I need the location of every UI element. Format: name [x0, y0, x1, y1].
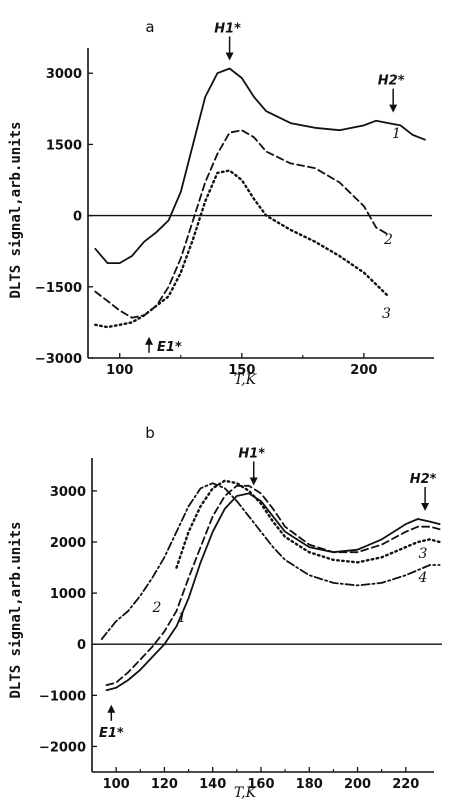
x-axis-label-a: T,K [234, 372, 258, 388]
series-line-a-3 [94, 169, 390, 329]
series-group-b: 12 3 4 [100, 479, 441, 692]
x-axis-label-b: T,K [234, 785, 258, 801]
x-tick-label: 200 [350, 363, 377, 378]
y-tick-label: 0 [73, 210, 82, 225]
panel-a-label: a [145, 18, 154, 36]
series-line-b-3 [175, 479, 441, 569]
series-label-a-1: 1 [392, 126, 401, 142]
x-tick-label: 100 [106, 363, 133, 378]
y-tick-label: −1500 [35, 281, 82, 296]
series-group-a: 1 2 3 [94, 67, 426, 329]
x-tick-label: 140 [199, 777, 226, 792]
x-tick-label: 160 [247, 777, 274, 792]
series-label-a-3: 3 [382, 306, 391, 322]
panel-b-label: b [145, 424, 155, 442]
series-label-b-2: 2 [152, 600, 162, 616]
series-label-b-1: 1 [178, 610, 187, 626]
peak-arrow-head [249, 477, 258, 486]
peak-label: E1* [157, 340, 182, 355]
y-axis-label-a: DLTS signal,arb.units [8, 121, 24, 298]
y-tick-label: 1500 [46, 138, 82, 153]
peak-label: E1* [99, 726, 124, 741]
annotations-b: H1* H2* E1* [99, 446, 437, 740]
peak-arrow-head [421, 503, 430, 511]
x-tick-label: 200 [344, 777, 371, 792]
series-label-b-4: 4 [418, 570, 428, 586]
peak-arrow-head [389, 104, 398, 113]
y-tick-label: −2000 [39, 740, 86, 755]
peak-label: H1* [238, 446, 265, 461]
y-tick-label: 3000 [46, 67, 82, 82]
y-tick-label: 1000 [50, 587, 86, 602]
x-tick-label: 220 [392, 777, 419, 792]
peak-arrow-head [225, 52, 234, 61]
chart-panel-b: b 3000 2000 1000 0 −1000 −2000 100 120 140 160 180… [8, 424, 442, 801]
series-line-a-1 [94, 67, 426, 264]
y-tick-label: −1000 [39, 689, 86, 704]
axes-a: 3000 1500 0 −1500 −3000 100 150 200 [35, 48, 434, 378]
x-tick-label: 100 [103, 777, 130, 792]
x-tick-label: 180 [296, 777, 323, 792]
series-line-b-2 [105, 484, 441, 686]
y-tick-label: 2000 [50, 536, 86, 551]
x-tick-label: 150 [228, 363, 255, 378]
series-label-a-2: 2 [383, 232, 393, 248]
y-tick-label: 0 [77, 638, 86, 653]
y-tick-label: −3000 [35, 352, 82, 367]
peak-label: H2* [410, 472, 437, 487]
peak-label: H2* [378, 74, 405, 89]
y-tick-label: 3000 [50, 485, 86, 500]
y-axis-label-b: DLTS signal,arb.units [8, 521, 24, 698]
series-line-b-1 [105, 492, 441, 692]
series-label-b-3: 3 [419, 546, 428, 562]
axes-b: 3000 2000 1000 0 −1000 −2000 100 120 140 160 180 20… [39, 458, 442, 792]
annotations-a: H1* H2* E1* [145, 21, 405, 355]
series-line-b-4 [100, 482, 441, 640]
peak-label: H1* [214, 21, 241, 36]
series-line-a-2 [94, 129, 390, 319]
peak-arrow-head [145, 336, 154, 345]
x-tick-label: 120 [151, 777, 178, 792]
peak-arrow-head [107, 704, 116, 713]
chart-panel-a: a 3000 1500 0 −1500 −3000 100 150 200 1 2 3 H1* H2… [8, 18, 434, 388]
